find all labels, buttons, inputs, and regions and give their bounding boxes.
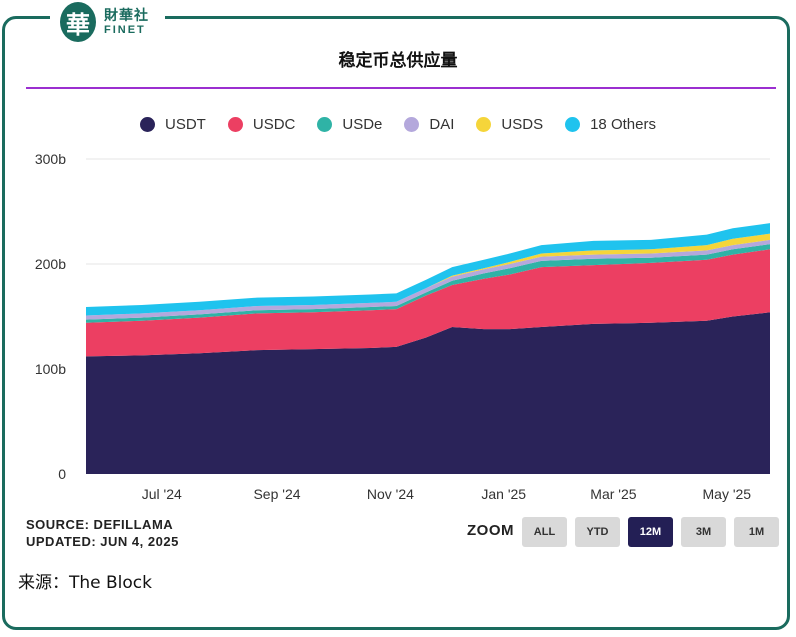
x-tick-label: Sep '24: [253, 486, 300, 502]
legend-label: USDT: [165, 116, 206, 133]
legend-dot: [140, 117, 156, 132]
finet-logo: 華 財華社 FINET: [50, 0, 165, 44]
y-tick-label: 100b: [35, 361, 66, 377]
zoom-all-button[interactable]: ALL: [522, 517, 567, 547]
x-tick-label: Jul '24: [142, 486, 182, 502]
legend-item-usds[interactable]: USDS: [476, 116, 543, 133]
legend-item-dai[interactable]: DAI: [404, 116, 454, 133]
area-usdc: [86, 249, 770, 357]
card-frame: [2, 16, 790, 630]
legend-item-usde[interactable]: USDe: [317, 116, 382, 133]
legend-dot: [227, 117, 243, 132]
zoom-12m-button[interactable]: 12M: [628, 517, 673, 547]
title-divider: [26, 87, 776, 89]
updated-text: UPDATED: JUN 4, 2025: [26, 534, 179, 549]
legend-dot: [317, 117, 333, 132]
zoom-button-group: ALL YTD 12M 3M 1M: [522, 517, 779, 547]
legend-label: USDS: [501, 116, 544, 133]
chart-legend: USDT USDC USDe DAI USDS 18 Others: [0, 116, 796, 133]
x-tick-label: Nov '24: [367, 486, 414, 502]
area-usds: [86, 233, 770, 316]
legend-dot: [476, 117, 492, 132]
logo-badge: 華: [60, 2, 96, 42]
zoom-label: ZOOM: [467, 522, 514, 539]
legend-label: USDe: [342, 116, 383, 133]
legend-dot: [565, 117, 581, 132]
x-tick-label: Mar '25: [590, 486, 636, 502]
legend-dot: [404, 117, 420, 132]
source-credit: 来源：The Block: [18, 573, 152, 593]
chart-title: 稳定币总供应量: [338, 51, 458, 71]
area-18-others: [86, 223, 770, 316]
legend-item-usdt[interactable]: USDT: [140, 116, 206, 133]
legend-label: USDC: [252, 116, 296, 133]
area-usdt: [86, 312, 770, 474]
zoom-1m-button[interactable]: 1M: [734, 517, 779, 547]
y-tick-label: 300b: [35, 151, 66, 167]
area-usde: [86, 244, 770, 323]
legend-item-others[interactable]: 18 Others: [565, 116, 656, 133]
y-tick-label: 0: [58, 466, 66, 482]
logo-text: 財華社 FINET: [104, 9, 149, 36]
legend-label: DAI: [429, 116, 455, 133]
legend-item-usdc[interactable]: USDC: [227, 116, 296, 133]
x-tick-label: May '25: [703, 486, 752, 502]
logo-name-en: FINET: [104, 23, 146, 36]
logo-name-cn: 財華社: [104, 7, 149, 24]
y-tick-label: 200b: [35, 256, 66, 272]
legend-label: 18 Others: [590, 116, 656, 133]
source-note: SOURCE: DEFILLAMA UPDATED: JUN 4, 2025: [26, 516, 179, 550]
zoom-3m-button[interactable]: 3M: [681, 517, 726, 547]
source-text: SOURCE: DEFILLAMA: [26, 517, 174, 532]
zoom-ytd-button[interactable]: YTD: [575, 517, 620, 547]
x-tick-label: Jan '25: [481, 486, 526, 502]
